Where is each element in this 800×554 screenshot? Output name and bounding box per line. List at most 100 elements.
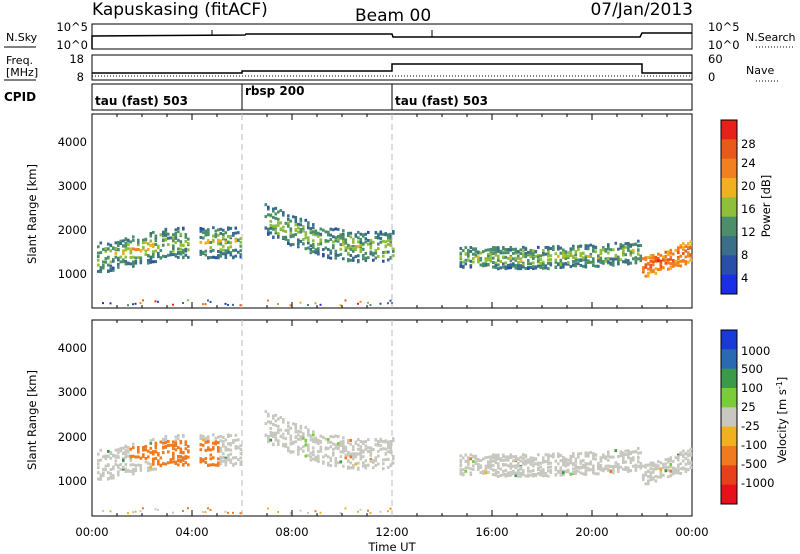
velocity-cell (507, 474, 510, 478)
power-cell (487, 248, 490, 252)
power-cell (347, 233, 350, 237)
power-cell (637, 239, 640, 243)
power-cell (272, 224, 275, 228)
velocity-cell (277, 439, 280, 443)
velocity-cell (332, 435, 335, 439)
velocity-cell (239, 448, 243, 452)
power-cell (504, 248, 508, 252)
velocity-cell (129, 458, 133, 462)
velocity-cell (537, 453, 540, 457)
velocity-cell (124, 445, 128, 449)
power-cell (274, 229, 278, 233)
power-cell (139, 302, 142, 305)
power-cell (97, 255, 100, 259)
power-cell (539, 261, 543, 265)
velocity-cell (654, 474, 658, 478)
power-cell (137, 256, 140, 260)
velocity-cell (199, 460, 203, 464)
velocity-cell (332, 442, 335, 446)
velocity-colorbar-frame (720, 329, 738, 505)
velocity-cell (237, 438, 240, 442)
velocity-cell (584, 469, 588, 473)
velocity-cell (102, 510, 104, 513)
power-cell (459, 262, 463, 266)
power-cell (159, 249, 163, 253)
velocity-cell (177, 454, 180, 458)
power-cell (319, 232, 323, 236)
power-cell (104, 247, 108, 251)
velocity-cell (217, 449, 220, 453)
velocity-cell (312, 450, 315, 454)
freq-trace (92, 63, 692, 74)
power-cell (494, 266, 498, 270)
velocity-cell (369, 457, 373, 461)
nsky-panel: N.Sky 10^5 10^0 10^5 10^0 N.Search (4, 20, 796, 52)
power-cell (514, 258, 518, 262)
power-cell (649, 256, 653, 260)
velocity-cell (674, 467, 678, 471)
velocity-cell (299, 509, 302, 512)
velocity-cell (269, 438, 273, 442)
power-cell (214, 229, 218, 233)
power-cell (682, 245, 685, 249)
velocity-cell (472, 467, 475, 471)
velocity-cell (392, 461, 395, 465)
power-cell (557, 254, 560, 258)
power-cell (349, 235, 353, 239)
velocity-cell (287, 428, 290, 432)
velocity-cell (112, 467, 115, 471)
velocity-cell (669, 469, 673, 473)
velocity-cell (649, 471, 653, 475)
velocity-cell (317, 442, 320, 446)
power-cell (147, 254, 150, 258)
velocity-cell (289, 441, 293, 445)
velocity-cell (637, 447, 640, 451)
velocity-cell (599, 466, 603, 470)
velocity-cell (339, 455, 343, 459)
velocity-cell (227, 456, 230, 460)
velocity-cell (364, 447, 368, 451)
velocity-cell (687, 468, 690, 472)
velocity-cell (654, 479, 658, 483)
power-cell (649, 268, 653, 272)
velocity-cell (164, 435, 168, 439)
power-cell (549, 261, 553, 265)
velocity-cell (547, 465, 550, 469)
power-cell (212, 255, 215, 259)
velocity-cell (524, 455, 528, 459)
velocity-cell (127, 445, 130, 449)
velocity-cell (172, 457, 175, 461)
power-cell (497, 248, 500, 252)
velocity-cell (494, 458, 498, 462)
velocity-cell (227, 458, 230, 462)
power-cell (309, 227, 313, 231)
power-cell (354, 245, 358, 249)
power-cell (607, 256, 610, 260)
power-cell (179, 232, 183, 236)
velocity-cell (202, 458, 205, 462)
power-cell (317, 234, 320, 238)
power-cell (652, 270, 655, 274)
power-cell (509, 256, 513, 260)
power-cell (382, 254, 385, 258)
power-cell (142, 238, 145, 242)
power-cell (669, 255, 673, 259)
velocity-cell (104, 464, 108, 468)
velocity-cell (219, 434, 223, 438)
power-cell (374, 236, 378, 240)
power-cell (174, 240, 178, 244)
power-cell (377, 232, 380, 236)
power-cell (132, 262, 135, 266)
power-cell (317, 231, 320, 235)
velocity-cell (349, 442, 353, 446)
velocity-cell (134, 510, 137, 513)
velocity-cell (359, 508, 362, 511)
power-cell (119, 260, 123, 264)
velocity-cell (104, 454, 108, 458)
power-cell (517, 254, 520, 258)
velocity-cell (537, 463, 540, 467)
velocity-cell (684, 452, 688, 456)
velocity-cell (312, 437, 315, 441)
velocity-cell (329, 434, 333, 438)
velocity-cell (549, 454, 553, 458)
